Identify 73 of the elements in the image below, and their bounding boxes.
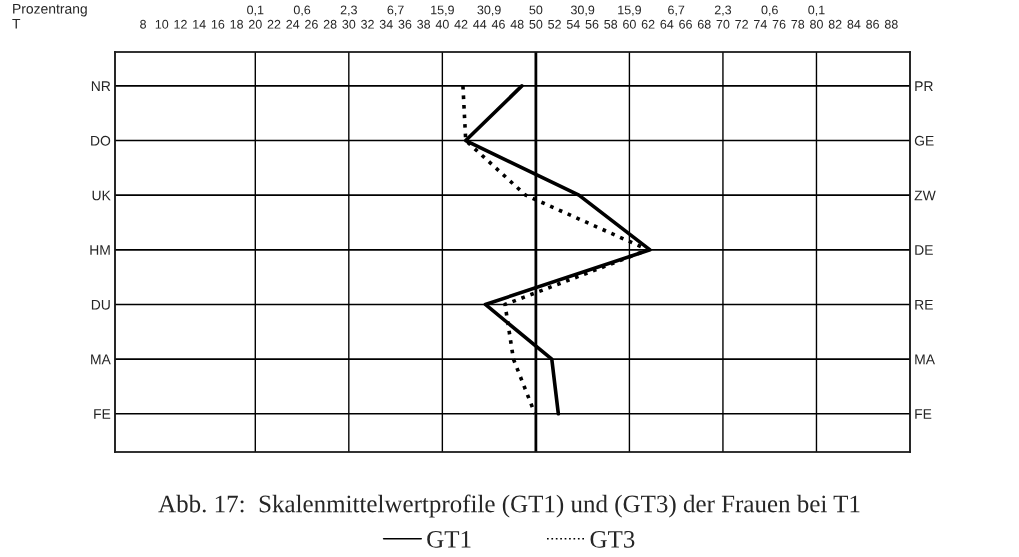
x-tick-label: 16 [211, 19, 225, 29]
x-tick-label: 64 [660, 19, 674, 29]
x-tick-label: 8 [140, 19, 146, 29]
x-tick-label: 18 [230, 19, 243, 29]
text: 0,1 [808, 5, 825, 16]
x-tick-label: 48 [510, 19, 524, 29]
caption: Abb. 17: Skalenmittelwertprofile (GT1) und (GT3) der Frauen bei T1 [158, 494, 860, 518]
x-tick-label: 78 [791, 19, 805, 29]
y-tick-label: NR [91, 81, 111, 91]
y-tick-label: DU [91, 299, 110, 310]
y2-tick-label: DE [915, 245, 933, 255]
text: T [12, 19, 21, 29]
text: 15,9 [618, 5, 641, 16]
x-tick-label: 34 [379, 19, 393, 29]
y-tick-label: DO [91, 135, 111, 146]
x-tick-label: 58 [604, 19, 618, 29]
y-tick-label: UK [92, 190, 111, 201]
y2-tick-label: FE [915, 409, 932, 419]
text: 0,6 [761, 5, 778, 16]
y2-tick-label: GE [914, 135, 934, 146]
text: 30,9 [477, 5, 501, 16]
x-tick-label: 86 [866, 19, 879, 29]
x-tick-label: 42 [454, 19, 468, 29]
x-tick-label: 24 [286, 19, 300, 29]
x-tick-label: 36 [398, 19, 412, 29]
x-tick-label: 76 [772, 19, 786, 29]
legend-label: GT3 [590, 530, 635, 548]
text: 50 [529, 5, 543, 15]
text: 6,7 [668, 5, 685, 16]
x-tick-label: 84 [847, 19, 861, 29]
x-tick-label: 56 [585, 19, 599, 29]
x-tick-label: 40 [435, 19, 449, 29]
x-tick-label: 14 [193, 19, 206, 29]
y-tick-label: FE [94, 409, 111, 419]
x-tick-label: 32 [361, 19, 374, 29]
x-tick-label: 74 [754, 19, 767, 29]
x-tick-label: 30 [342, 19, 356, 29]
y2-tick-label: RE [915, 299, 933, 310]
x-tick-label: 68 [697, 19, 711, 29]
text: 0,1 [247, 5, 264, 16]
x-tick-label: 72 [735, 19, 748, 29]
x-tick-label: 26 [305, 19, 318, 29]
x-tick-label: 46 [491, 19, 505, 29]
x-tick-label: 66 [679, 19, 692, 29]
y2-tick-label: PR [915, 81, 933, 91]
text: 15,9 [431, 5, 454, 16]
x-tick-label: 60 [623, 19, 636, 29]
x-tick-label: 22 [267, 19, 281, 29]
y2-tick-label: MA [915, 354, 935, 365]
x-tick-label: 88 [884, 19, 898, 29]
text: 2,3 [340, 5, 357, 16]
x-tick-label: 44 [473, 19, 487, 29]
text: 30,9 [570, 5, 595, 16]
y-tick-label: HM [90, 245, 110, 255]
text: 6,7 [387, 5, 404, 16]
x-tick-label: 70 [716, 19, 730, 29]
x-tick-label: 38 [417, 19, 431, 29]
text: 2,3 [714, 5, 732, 16]
x-tick-label: 54 [566, 19, 580, 29]
x-tick-label: 20 [248, 19, 262, 29]
x-tick-label: 80 [810, 19, 823, 29]
y2-tick-label: ZW [914, 190, 936, 201]
legend-label: GT1 [427, 530, 471, 548]
x-tick-label: 52 [548, 19, 561, 29]
x-tick-label: 82 [828, 19, 842, 29]
x-tick-label: 12 [174, 19, 187, 29]
text: 0,6 [293, 5, 311, 16]
x-tick-label: 10 [155, 19, 169, 29]
x-tick-label: 28 [323, 19, 337, 29]
x-tick-label: 62 [641, 19, 655, 29]
text: Prozentrang [13, 4, 87, 17]
y-tick-label: MA [91, 354, 111, 365]
x-tick-label: 50 [529, 19, 543, 29]
